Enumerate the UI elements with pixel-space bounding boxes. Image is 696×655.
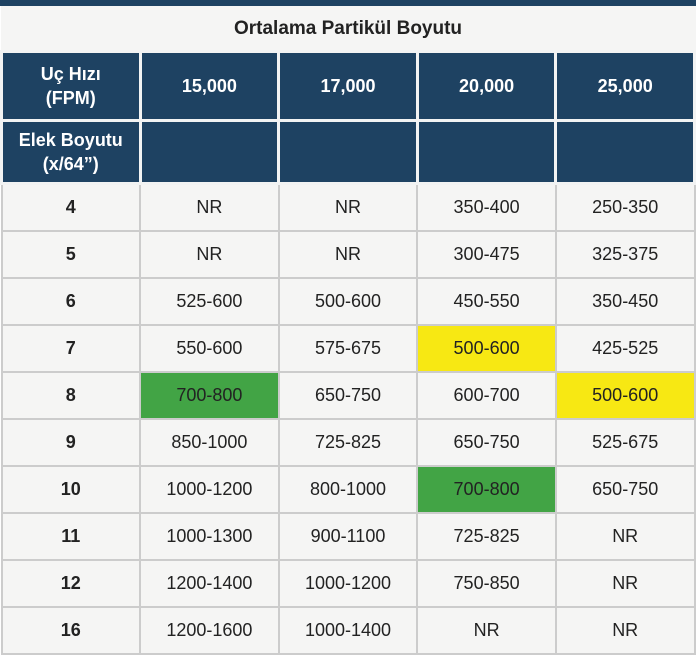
tip-speed-header-row: Uç Hızı (FPM) 15,000 17,000 20,000 25,00…: [0, 50, 696, 122]
table-cell: NR: [416, 606, 557, 655]
table-title: Ortalama Partikül Boyutu: [0, 6, 696, 53]
table-cell: 425-525: [554, 324, 696, 373]
table-cell: 850-1000: [139, 418, 280, 467]
table-cell: 1200-1400: [139, 559, 280, 608]
table-cell: 1000-1400: [277, 606, 419, 655]
table-cell: 550-600: [139, 324, 280, 373]
speed-header-20000: 20,000: [415, 50, 558, 122]
table-cell: NR: [554, 606, 696, 655]
title-row: Ortalama Partikül Boyutu: [0, 6, 696, 53]
table-row: 7 550-600 575-675 500-600 425-525: [0, 324, 696, 373]
table-cell: 650-750: [554, 465, 696, 514]
table-cell: 250-350: [554, 182, 696, 232]
sieve-size-header-row: Elek Boyutu (x/64”): [0, 119, 696, 185]
row-header: 5: [0, 230, 142, 279]
row-header: 4: [0, 182, 142, 232]
table-cell: 350-450: [554, 277, 696, 326]
row-header: 8: [0, 371, 142, 420]
empty-header-cell: [415, 119, 558, 185]
table-cell: 450-550: [416, 277, 557, 326]
empty-header-cell: [277, 119, 419, 185]
table-cell: 350-400: [416, 182, 557, 232]
table-row: 5 NR NR 300-475 325-375: [0, 230, 696, 279]
table-cell: 500-600: [277, 277, 419, 326]
speed-header-17000: 17,000: [277, 50, 419, 122]
table-cell: 600-700: [416, 371, 557, 420]
table-cell: 725-825: [416, 512, 557, 561]
table-cell: 650-750: [277, 371, 419, 420]
table-row: 9 850-1000 725-825 650-750 525-675: [0, 418, 696, 467]
table-cell: 1000-1200: [277, 559, 419, 608]
table-cell: 700-800: [139, 371, 280, 420]
table-cell: 800-1000: [277, 465, 419, 514]
row-header: 7: [0, 324, 142, 373]
table-cell: 1000-1300: [139, 512, 280, 561]
table-cell: 1000-1200: [139, 465, 280, 514]
row-header: 12: [0, 559, 142, 608]
tip-speed-label-cell: Uç Hızı (FPM): [0, 50, 142, 122]
row-header: 9: [0, 418, 142, 467]
empty-header-cell: [138, 119, 281, 185]
table-row: 11 1000-1300 900-1100 725-825 NR: [0, 512, 696, 561]
table-cell: 500-600: [416, 324, 557, 373]
row-header: 10: [0, 465, 142, 514]
row-header: 11: [0, 512, 142, 561]
table-row: 12 1200-1400 1000-1200 750-850 NR: [0, 559, 696, 608]
top-accent-bar: [0, 0, 696, 6]
table-cell: 525-675: [554, 418, 696, 467]
table-cell: 1200-1600: [139, 606, 280, 655]
table-row: 10 1000-1200 800-1000 700-800 650-750: [0, 465, 696, 514]
table-cell: NR: [277, 182, 419, 232]
table-cell: 575-675: [277, 324, 419, 373]
row-header: 6: [0, 277, 142, 326]
table-cell: 500-600: [554, 371, 696, 420]
table-row: 16 1200-1600 1000-1400 NR NR: [0, 606, 696, 655]
speed-header-25000: 25,000: [554, 50, 696, 122]
table-row: 4 NR NR 350-400 250-350: [0, 182, 696, 232]
empty-header-cell: [554, 119, 696, 185]
table-row: 8 700-800 650-750 600-700 500-600: [0, 371, 696, 420]
table-cell: NR: [554, 512, 696, 561]
table-cell: 300-475: [416, 230, 557, 279]
table-row: 6 525-600 500-600 450-550 350-450: [0, 277, 696, 326]
table-cell: NR: [139, 182, 280, 232]
table-cell: NR: [554, 559, 696, 608]
table-cell: NR: [277, 230, 419, 279]
sieve-label-cell: Elek Boyutu (x/64”): [0, 119, 142, 185]
table-cell: 650-750: [416, 418, 557, 467]
table-cell: 700-800: [416, 465, 557, 514]
table-cell: 525-600: [139, 277, 280, 326]
table-cell: NR: [139, 230, 280, 279]
table-cell: 725-825: [277, 418, 419, 467]
table-cell: 750-850: [416, 559, 557, 608]
speed-header-15000: 15,000: [138, 50, 281, 122]
table-cell: 900-1100: [277, 512, 419, 561]
row-header: 16: [0, 606, 142, 655]
particle-size-table: Ortalama Partikül Boyutu Uç Hızı (FPM) 1…: [0, 6, 696, 655]
table-cell: 325-375: [554, 230, 696, 279]
